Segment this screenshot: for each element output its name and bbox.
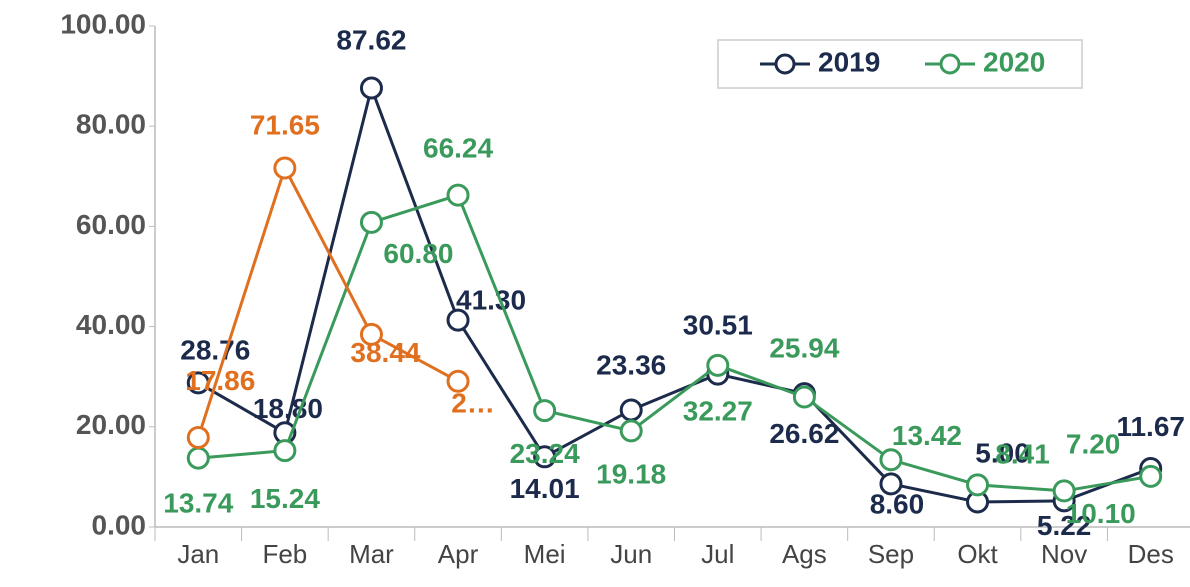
data-label: 32.27	[683, 396, 753, 427]
y-tick-label: 0.00	[92, 509, 147, 540]
x-tick-label: Okt	[957, 539, 998, 569]
data-label: 10.10	[1066, 498, 1136, 529]
data-point	[619, 398, 643, 422]
x-tick-label: Jan	[177, 539, 219, 569]
data-label: 5.22	[1037, 510, 1092, 541]
data-label: 41.30	[456, 284, 526, 315]
data-label: 30.51	[683, 310, 753, 341]
series-line	[198, 193, 1151, 493]
data-label: 8.60	[870, 488, 925, 519]
data-label: 13.74	[163, 488, 233, 519]
data-point	[879, 448, 903, 472]
data-label: 11.67	[1116, 411, 1185, 442]
data-label: 28.76	[180, 334, 250, 365]
x-tick-label: Jul	[701, 539, 734, 569]
data-point	[533, 399, 557, 423]
y-tick-label: 60.00	[76, 209, 146, 240]
data-point	[273, 439, 297, 463]
y-tick-label: 80.00	[76, 109, 146, 140]
series-line	[196, 164, 459, 438]
data-point	[186, 371, 210, 395]
y-tick-label: 100.00	[60, 8, 146, 39]
data-point	[1139, 464, 1163, 488]
data-label: 66.24	[423, 133, 493, 164]
data-point	[1052, 479, 1076, 503]
y-tick-label: 20.00	[76, 409, 146, 440]
data-point	[186, 446, 210, 470]
x-tick-label: Jun	[610, 539, 652, 569]
data-point	[879, 472, 903, 496]
legend-marker	[774, 53, 796, 75]
data-label: 25.94	[769, 332, 839, 363]
data-label: 7.20	[1066, 428, 1121, 459]
data-label: 13.42	[892, 420, 962, 451]
data-point	[186, 426, 210, 450]
data-label: 26.62	[769, 418, 839, 449]
data-label: 15.24	[250, 483, 320, 514]
legend-marker	[939, 53, 961, 75]
data-point	[359, 322, 383, 346]
data-point	[359, 76, 383, 100]
x-tick-label: Nov	[1041, 539, 1087, 569]
data-point	[966, 473, 990, 497]
data-label: 5.00	[975, 437, 1030, 468]
data-label: 8.41	[995, 438, 1050, 469]
data-point	[273, 156, 297, 180]
data-label: 18.80	[253, 393, 323, 424]
data-label: 87.62	[336, 24, 406, 55]
data-label: 71.65	[250, 109, 320, 140]
data-point	[359, 210, 383, 234]
data-point	[446, 369, 470, 393]
x-tick-label: Feb	[262, 539, 307, 569]
data-label: 23.24	[510, 438, 580, 469]
data-point	[533, 445, 557, 469]
data-label: 60.80	[383, 238, 453, 269]
data-point	[706, 353, 730, 377]
x-tick-label: Mei	[524, 539, 566, 569]
series-line	[197, 82, 1152, 504]
y-tick-label: 40.00	[76, 309, 146, 340]
data-label: 19.18	[596, 458, 666, 489]
data-point	[446, 183, 470, 207]
data-point	[619, 419, 643, 443]
x-tick-label: Sep	[868, 539, 914, 569]
data-label: 2…	[451, 388, 495, 419]
x-tick-label: Apr	[438, 539, 479, 569]
data-label: 14.01	[510, 473, 580, 504]
x-tick-label: Ags	[782, 539, 827, 569]
legend-label: 2020	[983, 46, 1045, 77]
data-label: 17.86	[185, 365, 255, 396]
x-tick-label: Mar	[349, 539, 394, 569]
data-point	[446, 308, 470, 332]
x-tick-label: Des	[1128, 539, 1174, 569]
legend-label: 2019	[818, 46, 880, 77]
data-label: 23.36	[596, 349, 666, 380]
data-label: 38.44	[350, 337, 420, 368]
data-point	[792, 385, 816, 409]
